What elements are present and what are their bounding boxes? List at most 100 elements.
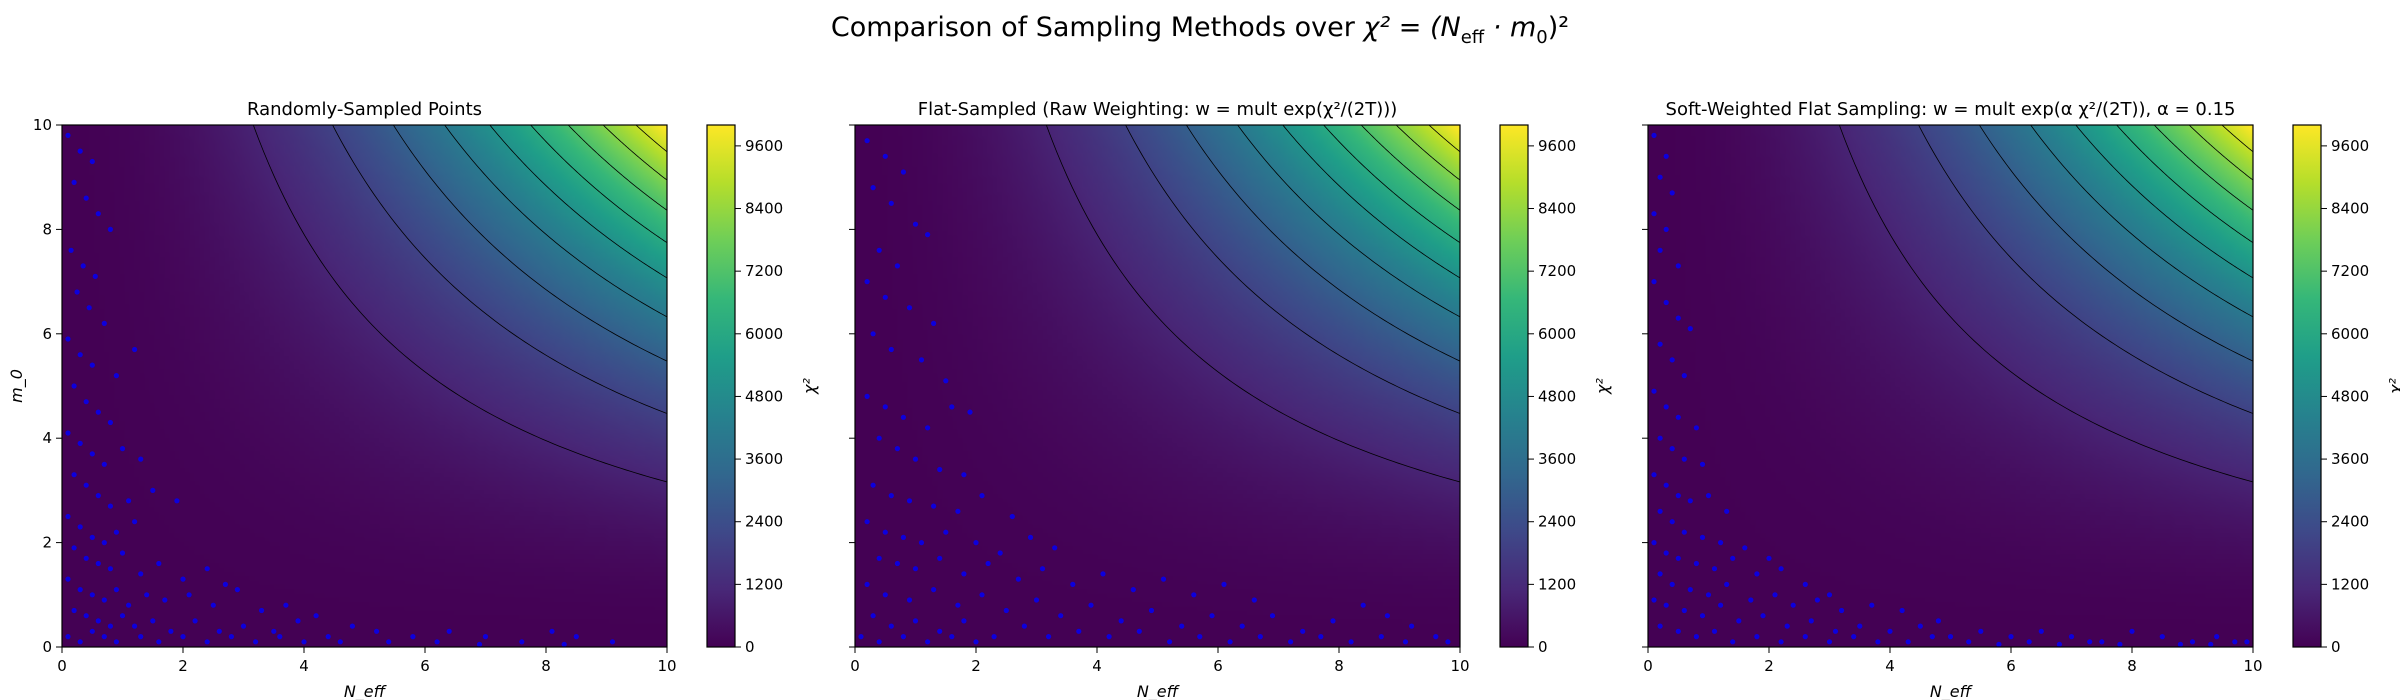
- scatter-point: [89, 592, 95, 598]
- scatter-point: [1875, 639, 1881, 645]
- colorbar-gradient: [2293, 125, 2321, 647]
- scatter-point: [71, 607, 77, 614]
- scatter-point: [132, 623, 138, 629]
- scatter-point: [1663, 404, 1669, 410]
- plot-frame: [61, 124, 668, 648]
- scatter-point: [301, 639, 307, 645]
- scatter-point: [1239, 623, 1245, 629]
- scatter-point: [1003, 607, 1009, 614]
- scatter-point: [1669, 581, 1675, 588]
- scatter-point: [1118, 618, 1124, 624]
- plot-frame: [1647, 124, 2254, 648]
- scatter-point: [1687, 326, 1693, 332]
- scatter-point: [2177, 641, 2183, 648]
- scatter-point: [1790, 602, 1796, 608]
- scatter-point: [1378, 634, 1384, 640]
- contour-line-8: [602, 125, 667, 181]
- scatter-point: [107, 623, 113, 629]
- x-tick-label: 2: [971, 657, 981, 675]
- scatter-point: [132, 346, 138, 353]
- scatter-point: [1360, 602, 1366, 608]
- scatter-point: [1681, 373, 1687, 379]
- scatter-point: [101, 461, 107, 467]
- scatter-point: [1663, 153, 1669, 159]
- scatter-point: [888, 200, 894, 206]
- scatter-point: [95, 560, 101, 567]
- scatter-point: [1076, 628, 1082, 634]
- scatter-point: [107, 419, 113, 426]
- scatter-point: [1681, 456, 1687, 462]
- scatter-point: [937, 555, 943, 561]
- scatter-point: [1687, 587, 1693, 593]
- contour-line-5: [1282, 125, 1460, 279]
- scatter-point: [1039, 566, 1046, 572]
- scatter-point: [1402, 639, 1409, 645]
- scatter-point: [374, 628, 380, 634]
- scatter-point: [271, 628, 277, 634]
- scatter-point: [1905, 639, 1911, 645]
- scatter-point: [1742, 545, 1748, 551]
- scatter-point: [1802, 581, 1808, 588]
- scatter-point: [1978, 628, 1984, 634]
- scatter-point: [955, 602, 961, 608]
- scatter-point: [95, 493, 101, 499]
- scatter-point: [113, 373, 119, 379]
- panel-3: Soft-Weighted Flat Sampling: w = mult ex…: [1642, 99, 2400, 700]
- scatter-point: [973, 540, 979, 546]
- scatter-point: [410, 634, 416, 640]
- scatter-point: [71, 179, 77, 185]
- scatter-point: [876, 247, 882, 253]
- scatter-point: [349, 623, 355, 629]
- scatter-point: [1046, 634, 1052, 640]
- x-tick-label: 2: [178, 657, 188, 675]
- scatter-point: [1300, 628, 1306, 634]
- y-tick-label: 10: [33, 116, 52, 134]
- scatter-point: [1330, 618, 1336, 624]
- scatter-point: [943, 529, 949, 535]
- x-axis-label: N_eff: [1930, 682, 1974, 700]
- scatter-point: [882, 153, 888, 159]
- scatter-point: [295, 618, 301, 624]
- colorbar: 0 1200 2400 3600 4800 6000 7200 8400 9600 χ²: [1499, 124, 1612, 656]
- scatter-point: [1657, 435, 1663, 441]
- scatter-point: [1058, 613, 1064, 619]
- contour-line-4: [1237, 125, 1460, 318]
- contour-line-6: [530, 125, 667, 243]
- y-tick-label: 2: [42, 534, 52, 552]
- panel-title: Flat-Sampled (Raw Weighting: w = mult ex…: [918, 99, 1398, 120]
- scatter-point: [1778, 639, 1784, 645]
- colorbar-frame: [706, 124, 736, 648]
- colorbar-label: χ²: [2386, 377, 2400, 394]
- scatter-point: [900, 414, 907, 420]
- scatter-point: [325, 634, 331, 640]
- scatter-point: [858, 634, 864, 640]
- scatter-point: [132, 519, 138, 525]
- scatter-point: [1669, 357, 1675, 363]
- contour-line-8: [1395, 125, 1460, 181]
- scatter-point: [1657, 571, 1663, 577]
- scatter-point: [253, 639, 259, 645]
- contour-line-2: [1918, 125, 2253, 414]
- scatter-point: [1669, 190, 1675, 196]
- scatter-point: [234, 587, 240, 593]
- scatter-point: [386, 639, 392, 645]
- scatter-point: [1705, 493, 1712, 499]
- scatter-point: [888, 493, 894, 499]
- scatter-point: [138, 571, 144, 577]
- scatter-point: [95, 211, 101, 217]
- scatter-point: [1808, 618, 1814, 624]
- scatter-point: [119, 613, 126, 619]
- colorbar-tick-label: 0: [2331, 638, 2341, 656]
- scatter-point: [937, 628, 943, 634]
- scatter-point: [1130, 587, 1136, 593]
- contour-line-5: [489, 125, 667, 279]
- scatter-point: [870, 331, 876, 337]
- scatter-point: [95, 618, 101, 624]
- scatter-point: [180, 576, 186, 582]
- scatter-point: [1681, 607, 1687, 614]
- colorbar-tick-label: 0: [1538, 638, 1548, 656]
- scatter-point: [2087, 639, 2093, 645]
- colorbar-frame: [1499, 124, 1529, 648]
- colorbar: 0 1200 2400 3600 4800 6000 7200 8400 9600 χ²: [706, 124, 819, 656]
- x-axis-label: N_eff: [1137, 682, 1181, 700]
